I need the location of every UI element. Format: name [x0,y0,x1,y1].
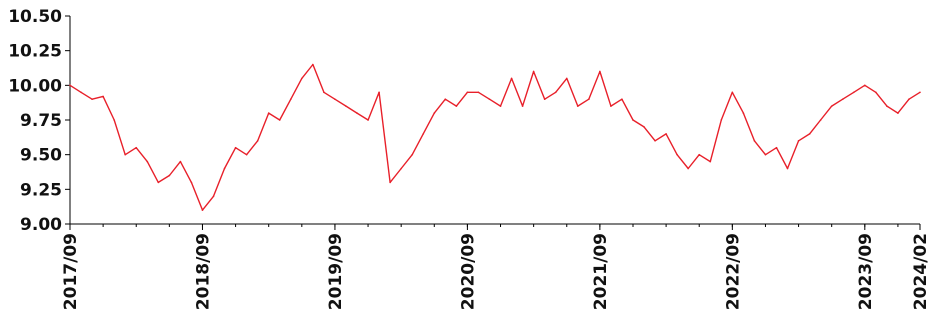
data-point [698,153,701,156]
series-line [69,63,921,211]
x-tick-label: 2022/09 [723,233,743,310]
data-point [278,119,281,121]
data-point [256,140,259,142]
data-point [665,133,667,135]
data-point [212,195,215,198]
data-point [345,105,347,107]
data-point [124,153,126,156]
y-tick-label: 9.00 [20,215,62,235]
data-point [819,119,822,121]
y-tick-label: 10.25 [8,42,62,62]
data-point [621,98,623,100]
data-point [764,153,767,156]
data-point [135,146,138,149]
data-point [312,63,314,66]
data-point [433,112,436,114]
data-point [146,160,149,163]
y-tick-label: 10.50 [8,7,62,27]
data-point [808,133,811,135]
y-tick-label: 9.25 [20,180,62,200]
data-point [797,140,800,142]
data-point [455,105,458,107]
data-point [466,91,469,94]
data-point [488,98,491,100]
data-point [886,105,888,107]
x-tick-label: 2017/09 [61,233,81,310]
data-point [565,77,568,80]
data-point [599,70,601,73]
data-point [786,167,789,170]
data-point [389,181,391,184]
data-point [499,105,502,107]
data-point [378,91,380,94]
y-tick-label: 9.50 [20,146,62,166]
data-point [91,98,93,100]
data-point [875,91,877,94]
data-point [632,119,634,121]
data-point [102,95,104,98]
data-point [113,119,115,121]
data-point [897,112,899,114]
data-point [323,91,325,94]
x-tick-label: 2018/09 [193,233,213,310]
data-point [720,119,723,121]
data-point [168,174,171,177]
data-point [852,91,855,94]
y-tick-label: 10.00 [8,76,62,96]
data-point [157,181,160,184]
data-point [532,70,535,73]
data-point [400,167,402,170]
data-point [576,105,579,107]
data-point [654,140,656,142]
x-tick-label: 2020/09 [458,233,478,310]
data-point [521,105,524,107]
x-tick-label: 2019/09 [326,233,346,310]
data-point [775,146,778,149]
data-point [179,160,182,163]
data-point [554,91,557,94]
data-point [234,146,237,149]
data-point [444,98,447,100]
data-point [919,91,921,94]
data-point [301,77,303,80]
data-point [841,98,844,100]
data-point [753,140,756,142]
y-axis: 9.00 9.25 9.50 9.75 10.00 10.25 10.50 [8,7,71,235]
data-point [610,105,612,107]
data-point [245,153,248,156]
x-axis: 2017/09 2018/09 2019/09 2020/09 2021/09 2022/… [61,223,931,310]
data-point [742,112,745,114]
data-point [510,77,513,80]
data-point [643,126,645,128]
data-point [267,112,270,114]
data-point [543,98,546,100]
data-point [289,98,292,100]
x-tick-label: 2023/09 [856,233,876,310]
data-point [588,98,590,100]
data-point [69,84,71,87]
y-tick-label: 9.75 [20,111,62,131]
data-point [830,105,833,107]
data-point [477,91,480,94]
x-tick-label: 2021/09 [591,233,611,310]
data-point [422,133,425,135]
series-group [69,63,921,211]
data-point [687,167,689,170]
data-point [334,98,336,100]
data-point [80,91,82,94]
data-point [190,181,193,184]
data-point [908,98,910,100]
data-point [709,160,712,163]
data-point [864,84,866,87]
data-point [676,153,678,156]
data-point [356,112,358,114]
data-point [731,91,734,94]
data-point [201,209,204,211]
data-point [367,119,369,121]
x-tick-label: 2024/02 [911,233,931,310]
data-point [223,167,226,170]
data-point [411,153,414,156]
